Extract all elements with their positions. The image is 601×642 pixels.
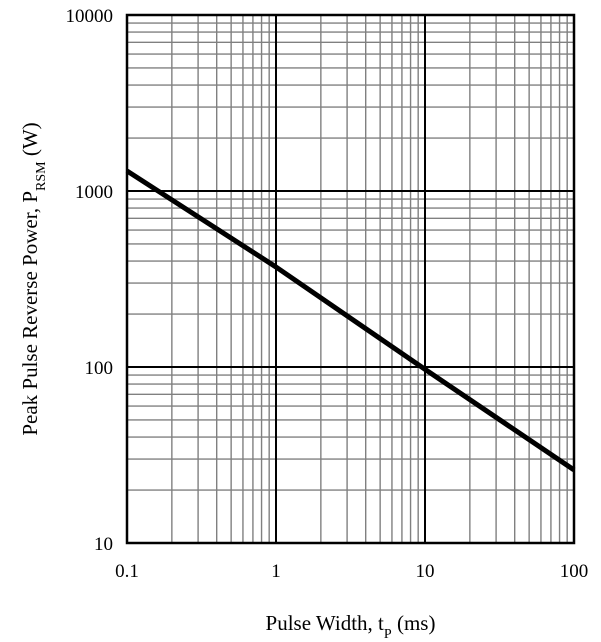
y-tick-label: 10000 xyxy=(66,6,114,27)
y-axis-title-subscript: RSM xyxy=(34,161,49,191)
x-axis-title-main: Pulse Width, t xyxy=(266,611,385,635)
x-tick-label: 1 xyxy=(271,561,281,582)
series-layer xyxy=(125,168,576,473)
x-axis-title-subscript: P xyxy=(384,627,392,642)
y-axis-title-unit: (W) xyxy=(18,122,42,161)
x-axis-title: Pulse Width, tP (ms) xyxy=(266,611,436,642)
y-tick-label: 10 xyxy=(94,534,113,555)
x-axis-title-unit: (ms) xyxy=(392,611,436,635)
series-line xyxy=(125,168,576,473)
plot-frame xyxy=(125,13,576,545)
y-tick-label: 100 xyxy=(85,358,114,379)
x-tick-label: 10 xyxy=(416,561,435,582)
y-axis-title-main: Peak Pulse Reverse Power, P xyxy=(18,191,42,436)
x-tick-label: 100 xyxy=(560,561,589,582)
x-tick-label: 0.1 xyxy=(115,561,139,582)
y-axis-title: Peak Pulse Reverse Power, PRSM (W) xyxy=(18,122,49,435)
x-tick-labels: 0.1 1 10 100 xyxy=(115,561,588,582)
y-tick-label: 1000 xyxy=(75,182,113,203)
y-tick-labels: 10 100 1000 10000 xyxy=(66,6,114,555)
major-grid xyxy=(126,14,575,544)
minor-grid xyxy=(127,15,574,543)
